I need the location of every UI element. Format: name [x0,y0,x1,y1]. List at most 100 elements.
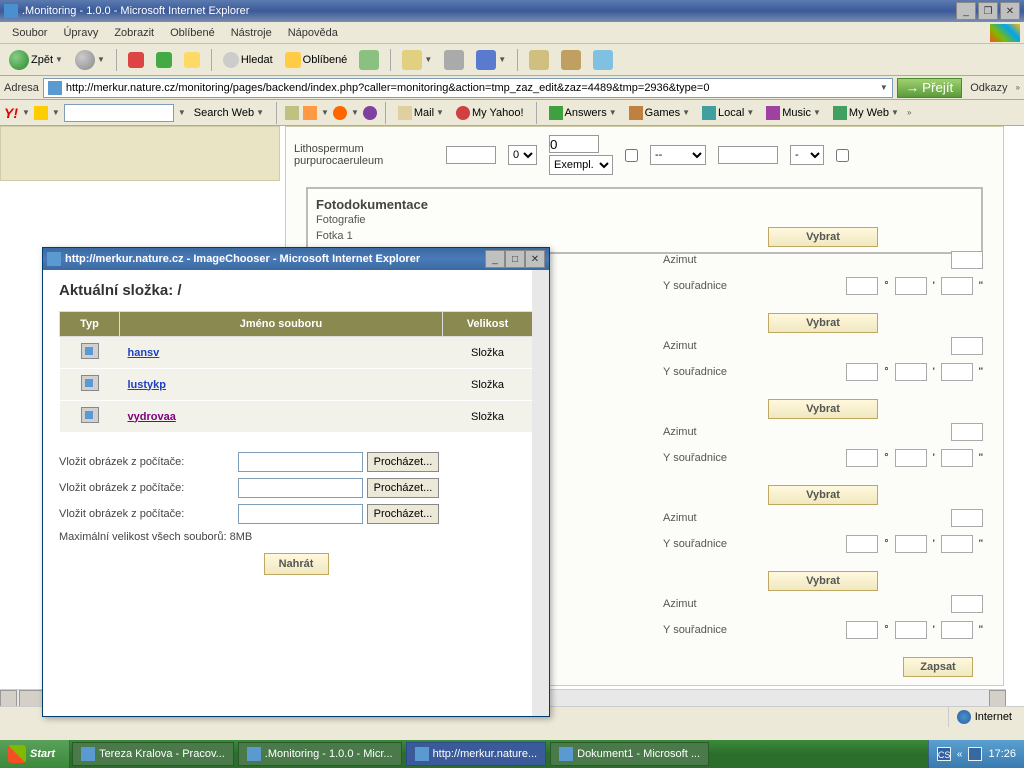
species-select-2[interactable]: -- [650,145,706,165]
scroll-left-icon[interactable] [0,690,17,706]
sec-input[interactable] [941,621,973,639]
taskbar-task-button[interactable]: Dokument1 - Microsoft ... [550,742,709,766]
azimut-input[interactable] [951,337,983,355]
research-button[interactable] [556,47,586,73]
start-button[interactable]: Start [0,740,70,768]
home-button[interactable] [179,47,205,73]
species-select-3[interactable]: - [790,145,824,165]
tray-expand-icon[interactable]: « [957,749,963,760]
vybrat-button[interactable]: Vybrat [768,399,878,419]
menu-file[interactable]: Soubor [4,25,55,41]
yahoo-logo-icon[interactable]: Y! [4,105,18,121]
lang-indicator[interactable]: CS [937,747,951,761]
deg-input[interactable] [846,449,878,467]
spy-icon[interactable] [333,106,347,120]
sec-input[interactable] [941,535,973,553]
azimut-input[interactable] [951,595,983,613]
vybrat-button[interactable]: Vybrat [768,227,878,247]
popup-minimize-button[interactable]: _ [485,250,505,268]
yahoo-mail-button[interactable]: Mail ▼ [394,104,448,122]
browse-button[interactable]: Procházet... [367,478,439,498]
popup-maximize-button[interactable]: □ [505,250,525,268]
min-input[interactable] [895,621,927,639]
folder-link[interactable]: lustykp [128,379,167,391]
azimut-input[interactable] [951,251,983,269]
deg-input[interactable] [846,535,878,553]
species-select-1[interactable]: 0 [508,145,537,165]
back-button[interactable]: Zpět▼ [4,47,68,73]
species-input-1[interactable] [446,146,496,164]
favorites-button[interactable]: Oblíbené [280,47,353,73]
species-input-3[interactable] [718,146,778,164]
menu-favorites[interactable]: Oblíbené [162,25,223,41]
links-label[interactable]: Odkazy [966,82,1011,94]
vybrat-button[interactable]: Vybrat [768,571,878,591]
tray-icon[interactable] [968,747,982,761]
min-input[interactable] [895,277,927,295]
history-button[interactable] [354,47,384,73]
sec-input[interactable] [941,363,973,381]
zapsat-button[interactable]: Zapsat [903,657,973,677]
forward-button[interactable]: ▼ [70,47,110,73]
menu-view[interactable]: Zobrazit [106,25,162,41]
maximize-button[interactable]: ❐ [978,2,998,20]
browse-button[interactable]: Procházet... [367,504,439,524]
menu-edit[interactable]: Úpravy [55,25,106,41]
yahoo-games-button[interactable]: Games ▼ [625,104,694,122]
yahoo-search-input[interactable] [64,104,174,122]
minimize-button[interactable]: _ [956,2,976,20]
upload-file-input[interactable] [238,504,363,524]
discuss-button[interactable] [524,47,554,73]
azimut-input[interactable] [951,423,983,441]
min-input[interactable] [895,535,927,553]
mail-button[interactable]: ▼ [397,47,437,73]
deg-input[interactable] [846,277,878,295]
360-icon[interactable] [363,106,377,120]
species-checkbox-1[interactable] [625,149,638,162]
popup-close-button[interactable]: ✕ [525,250,545,268]
messenger-button[interactable] [588,47,618,73]
url-input[interactable]: http://merkur.nature.cz/monitoring/pages… [43,78,893,98]
vybrat-button[interactable]: Vybrat [768,313,878,333]
species-checkbox-2[interactable] [836,149,849,162]
pop-icon[interactable] [285,106,299,120]
yahoo-myweb-button[interactable]: My Web ▼ [829,104,903,122]
yahoo-music-button[interactable]: Music ▼ [762,104,825,122]
yahoo-local-button[interactable]: Local ▼ [698,104,758,122]
pencil-icon[interactable] [34,106,48,120]
popup-scrollbar[interactable] [532,270,549,716]
yahoo-myyahoo-button[interactable]: My Yahoo! [452,104,528,122]
print-button[interactable] [439,47,469,73]
upload-file-input[interactable] [238,478,363,498]
close-button[interactable]: ✕ [1000,2,1020,20]
yahoo-answers-button[interactable]: Answers ▼ [545,104,621,122]
min-input[interactable] [895,363,927,381]
search-button[interactable]: Hledat [218,47,278,73]
upload-file-input[interactable] [238,452,363,472]
sec-input[interactable] [941,449,973,467]
taskbar-task-button[interactable]: Tereza Kralova - Pracov... [72,742,234,766]
yahoo-search-button[interactable]: Search Web ▼ [190,105,268,121]
exempl-select[interactable]: Exempl. [549,155,613,175]
taskbar-task-button[interactable]: http://merkur.nature... [406,742,547,766]
vybrat-button[interactable]: Vybrat [768,485,878,505]
azimut-input[interactable] [951,509,983,527]
highlight-icon[interactable] [303,106,317,120]
refresh-button[interactable] [151,47,177,73]
species-input-2[interactable] [549,135,599,153]
stop-button[interactable] [123,47,149,73]
go-button[interactable]: → Přejít [897,78,962,98]
scroll-right-icon[interactable] [989,690,1006,706]
deg-input[interactable] [846,363,878,381]
browse-button[interactable]: Procházet... [367,452,439,472]
min-input[interactable] [895,449,927,467]
upload-submit-button[interactable]: Nahrát [264,553,329,575]
edit-button[interactable]: ▼ [471,47,511,73]
deg-input[interactable] [846,621,878,639]
menu-tools[interactable]: Nástroje [223,25,280,41]
menu-help[interactable]: Nápověda [280,25,346,41]
sec-input[interactable] [941,277,973,295]
folder-link[interactable]: hansv [128,347,160,359]
taskbar-task-button[interactable]: .Monitoring - 1.0.0 - Micr... [238,742,402,766]
folder-link[interactable]: vydrovaa [128,411,176,423]
